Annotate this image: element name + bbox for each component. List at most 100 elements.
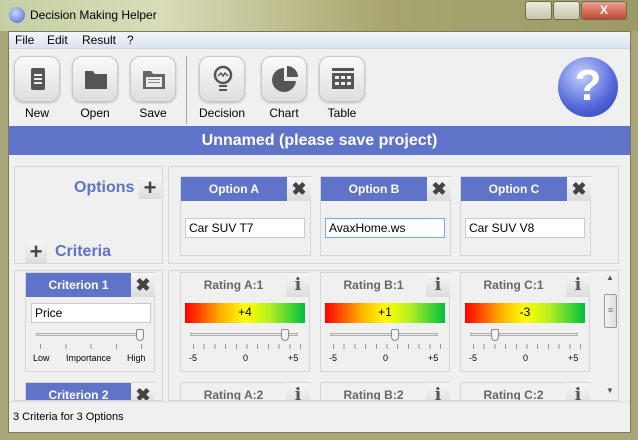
option-header: Option C <box>461 177 567 201</box>
remove-criterion-button[interactable]: ✖ <box>131 383 155 401</box>
rating-slider-thumb[interactable] <box>391 329 399 341</box>
criterion-card: Criterion 1 ✖ Price Low Importance High <box>25 272 155 372</box>
info-icon: i <box>574 385 582 401</box>
open-button[interactable] <box>72 56 118 102</box>
importance-low-label: Low <box>33 353 50 363</box>
scroll-thumb[interactable]: ≡ <box>604 294 617 328</box>
rating-card: Rating B:1 i +1 -5 0 +5 <box>320 272 450 372</box>
scroll-up-arrow[interactable]: ▲ <box>606 273 614 282</box>
close-icon: ✖ <box>135 385 151 401</box>
scale-max-label: +5 <box>288 353 299 363</box>
option-name-input[interactable]: AvaxHome.ws <box>325 218 445 238</box>
slider-ticks <box>40 344 142 349</box>
table-button[interactable] <box>319 56 365 102</box>
close-icon: ✖ <box>135 275 151 295</box>
info-icon: i <box>574 275 582 295</box>
save-button[interactable] <box>130 56 176 102</box>
open-label: Open <box>80 106 110 120</box>
remove-option-button[interactable]: ✖ <box>427 177 451 201</box>
minimize-button[interactable] <box>525 1 552 20</box>
rating-value-bar: +4 <box>185 303 305 323</box>
criterion-name-input[interactable]: Price <box>31 303 151 323</box>
rating-slider-thumb[interactable] <box>281 329 289 341</box>
info-icon: i <box>294 275 302 295</box>
decision-label: Decision <box>198 106 246 120</box>
scale-mid-label: 0 <box>243 353 249 363</box>
rating-card: Rating C:1 i -3 -5 0 +5 <box>460 272 590 372</box>
option-card: Option A ✖ Car SUV T7 <box>180 176 311 256</box>
rating-card: Rating C:2 i <box>460 382 590 401</box>
option-card: Option C ✖ Car SUV V8 <box>460 176 591 256</box>
option-header: Option A <box>181 177 287 201</box>
criteria-label: Criteria <box>55 243 112 260</box>
scroll-down-arrow[interactable]: ▼ <box>606 386 614 395</box>
option-name-input[interactable]: Car SUV T7 <box>185 218 305 238</box>
rating-slider-track[interactable] <box>470 333 578 336</box>
rating-card: Rating A:1 i +4 -5 0 +5 <box>180 272 310 372</box>
app-icon <box>9 7 25 23</box>
save-label: Save <box>139 106 167 120</box>
info-icon: i <box>294 385 302 401</box>
rating-slider-thumb[interactable] <box>491 329 499 341</box>
scale-mid-label: 0 <box>383 353 389 363</box>
scale-mid-label: 0 <box>523 353 529 363</box>
add-criterion-button[interactable]: + <box>25 241 47 263</box>
rating-slider-track[interactable] <box>330 333 438 336</box>
rating-header: Rating B:1 <box>343 278 404 292</box>
info-button[interactable]: i <box>426 273 450 297</box>
new-button[interactable] <box>14 56 60 102</box>
save-folder-icon <box>143 71 165 89</box>
rating-value-bar: +1 <box>325 303 445 323</box>
chart-label: Chart <box>269 106 299 120</box>
menu-help[interactable]: ? <box>127 33 134 47</box>
importance-slider-thumb[interactable] <box>136 329 144 341</box>
info-button[interactable]: i <box>566 273 590 297</box>
rating-header: Rating A:2 <box>203 388 264 401</box>
close-button[interactable]: X <box>581 1 627 20</box>
add-option-button[interactable]: + <box>139 177 161 199</box>
menu-file[interactable]: File <box>15 33 35 47</box>
info-button[interactable]: i <box>566 383 590 401</box>
option-card: Option B ✖ AvaxHome.ws <box>320 176 451 256</box>
plus-icon: + <box>143 175 157 200</box>
rating-header: Rating C:1 <box>483 278 544 292</box>
lightbulb-icon <box>213 65 233 91</box>
project-banner: Unnamed (please save project) <box>9 126 630 155</box>
info-button[interactable]: i <box>286 273 310 297</box>
info-icon: i <box>434 385 442 401</box>
table-label: Table <box>327 106 357 120</box>
rating-slider-track[interactable] <box>190 333 298 336</box>
new-label: New <box>24 106 49 120</box>
options-panel: Option A ✖ Car SUV T7 Option B ✖ AvaxHom… <box>168 166 619 264</box>
main-window: File Edit Result ? New Open Save Decisio… <box>8 31 631 433</box>
decision-button[interactable] <box>199 56 245 102</box>
chart-button[interactable] <box>261 56 307 102</box>
scale-min-label: -5 <box>189 353 198 363</box>
info-icon: i <box>434 275 442 295</box>
toolbar-separator <box>186 56 187 124</box>
remove-option-button[interactable]: ✖ <box>287 177 311 201</box>
app-logo: ? <box>558 57 618 117</box>
status-text: 3 Criteria for 3 Options <box>13 411 124 423</box>
maximize-button[interactable] <box>553 1 580 20</box>
option-name-input[interactable]: Car SUV V8 <box>465 218 585 238</box>
scale-max-label: +5 <box>428 353 439 363</box>
rating-header: Rating C:2 <box>483 388 544 401</box>
rating-card: Rating A:2 i <box>180 382 310 401</box>
importance-slider-track[interactable] <box>36 333 144 336</box>
rating-value-bar: -3 <box>465 303 585 323</box>
menu-result[interactable]: Result <box>82 33 117 47</box>
close-icon: ✖ <box>291 179 307 199</box>
window-title: Decision Making Helper <box>30 8 157 22</box>
remove-option-button[interactable]: ✖ <box>567 177 591 201</box>
remove-criterion-button[interactable]: ✖ <box>131 273 155 297</box>
scale-min-label: -5 <box>329 353 338 363</box>
info-button[interactable]: i <box>426 383 450 401</box>
vertical-scrollbar[interactable]: ▲ ≡ ▼ <box>603 271 618 400</box>
pie-chart-icon <box>272 66 298 92</box>
close-icon: ✖ <box>431 179 447 199</box>
menu-bar: File Edit Result ? <box>9 32 630 49</box>
menu-edit[interactable]: Edit <box>47 33 68 47</box>
rating-header: Rating B:2 <box>343 388 404 401</box>
info-button[interactable]: i <box>286 383 310 401</box>
